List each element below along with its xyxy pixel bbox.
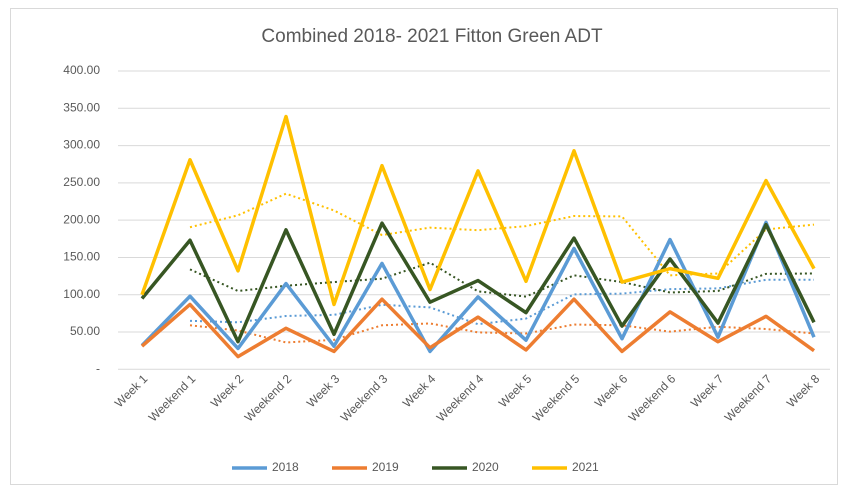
y-tick-label: 250.00 (63, 175, 100, 189)
y-tick-label: 400.00 (63, 63, 100, 77)
y-tick-label: 100.00 (63, 287, 100, 301)
legend-label: 2019 (372, 460, 399, 474)
chart-border (10, 8, 838, 485)
series-line (140, 220, 816, 354)
series-line (140, 114, 816, 307)
series-line (140, 297, 816, 359)
chart-title: Combined 2018- 2021 Fitton Green ADT (261, 26, 603, 47)
legend-label: 2021 (572, 460, 599, 474)
series-line (140, 221, 816, 344)
y-tick-label: - (96, 361, 100, 375)
y-tick-label: 350.00 (63, 100, 100, 114)
legend-label: 2018 (272, 460, 299, 474)
legend-label: 2020 (472, 460, 499, 474)
y-tick-label: 50.00 (70, 324, 100, 338)
trendline (189, 278, 814, 326)
y-tick-label: 300.00 (63, 138, 100, 152)
trendline (189, 192, 815, 277)
y-tick-label: 150.00 (63, 250, 100, 264)
y-tick-label: 200.00 (63, 212, 100, 226)
